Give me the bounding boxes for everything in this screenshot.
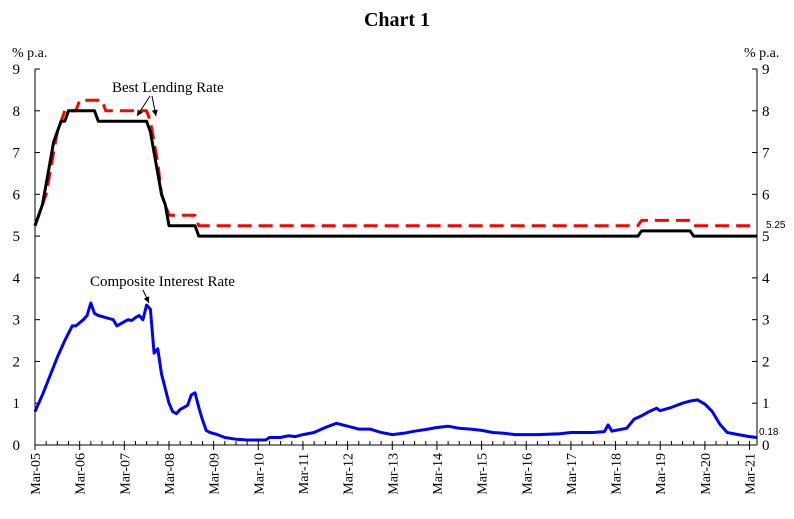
end-label-best-lending-rate: 5.25 [766, 220, 786, 231]
best-lending-rate-arrow-right [151, 95, 158, 117]
y-tick-label-left: 4 [13, 271, 21, 287]
x-tick-label: Mar-12 [342, 453, 357, 495]
plot-area [33, 98, 758, 442]
x-tick-label: Mar-17 [565, 453, 580, 495]
y-tick-label-left: 1 [13, 396, 21, 412]
x-tick-label: Mar-14 [431, 453, 446, 495]
series-line-1 [33, 109, 757, 238]
y-unit-left: % p.a. [12, 46, 47, 61]
x-tick-label: Mar-05 [29, 453, 44, 495]
y-tick-label-right: 2 [762, 354, 770, 370]
y-tick-label-right: 6 [762, 187, 770, 203]
y-tick-label-left: 5 [13, 229, 21, 245]
y-tick-label-left: 7 [13, 146, 21, 162]
y-tick-label-right: 5 [762, 229, 770, 245]
x-tick-label: Mar-13 [386, 453, 401, 495]
x-tick-label: Mar-21 [744, 453, 759, 495]
chart-title: Chart 1 [364, 9, 430, 31]
y-tick-label-right: 8 [762, 104, 770, 120]
y-tick-label-left: 0 [13, 438, 21, 454]
series-line-2 [33, 301, 758, 442]
y-unit-right: % p.a. [744, 46, 779, 61]
y-tick-label-left: 9 [13, 62, 21, 78]
series-line-0 [33, 98, 757, 228]
x-tick-label: Mar-20 [699, 453, 714, 495]
axes: 0 0 1 1 2 2 3 3 4 4 5 5 6 6 7 7 8 8 9 9 Mar-05 Mar-06 Mar-07 Ma… [13, 62, 771, 495]
best-lending-rate-annotation: Best Lending Rate [112, 80, 224, 96]
y-tick-label-right: 0 [762, 438, 770, 454]
end-label-composite-rate: 0.18 [759, 427, 779, 438]
x-tick-label: Mar-08 [163, 453, 178, 495]
x-tick-label: Mar-06 [74, 453, 89, 495]
y-tick-label-left: 2 [13, 354, 21, 370]
best-lending-rate-arrow-left [136, 95, 151, 117]
y-tick-label-left: 3 [13, 313, 21, 329]
composite-interest-rate-annotation: Composite Interest Rate [90, 274, 235, 290]
x-tick-label: Mar-19 [654, 453, 669, 495]
x-tick-label: Mar-10 [252, 453, 267, 495]
y-tick-label-left: 8 [13, 104, 21, 120]
y-tick-label-right: 3 [762, 313, 770, 329]
annotation-arrows [136, 95, 158, 304]
x-tick-label: Mar-09 [208, 453, 223, 495]
composite-rate-arrow [142, 289, 150, 304]
y-tick-label-left: 6 [13, 187, 21, 203]
y-tick-label-right: 7 [762, 146, 770, 162]
x-tick-label: Mar-15 [476, 453, 491, 495]
x-tick-label: Mar-16 [520, 453, 535, 495]
x-tick-label: Mar-07 [118, 453, 133, 495]
y-tick-label-right: 9 [762, 62, 770, 78]
y-tick-label-right: 4 [762, 271, 770, 287]
x-tick-label: Mar-11 [297, 453, 312, 494]
x-tick-label: Mar-18 [610, 453, 625, 495]
y-tick-label-right: 1 [762, 396, 770, 412]
